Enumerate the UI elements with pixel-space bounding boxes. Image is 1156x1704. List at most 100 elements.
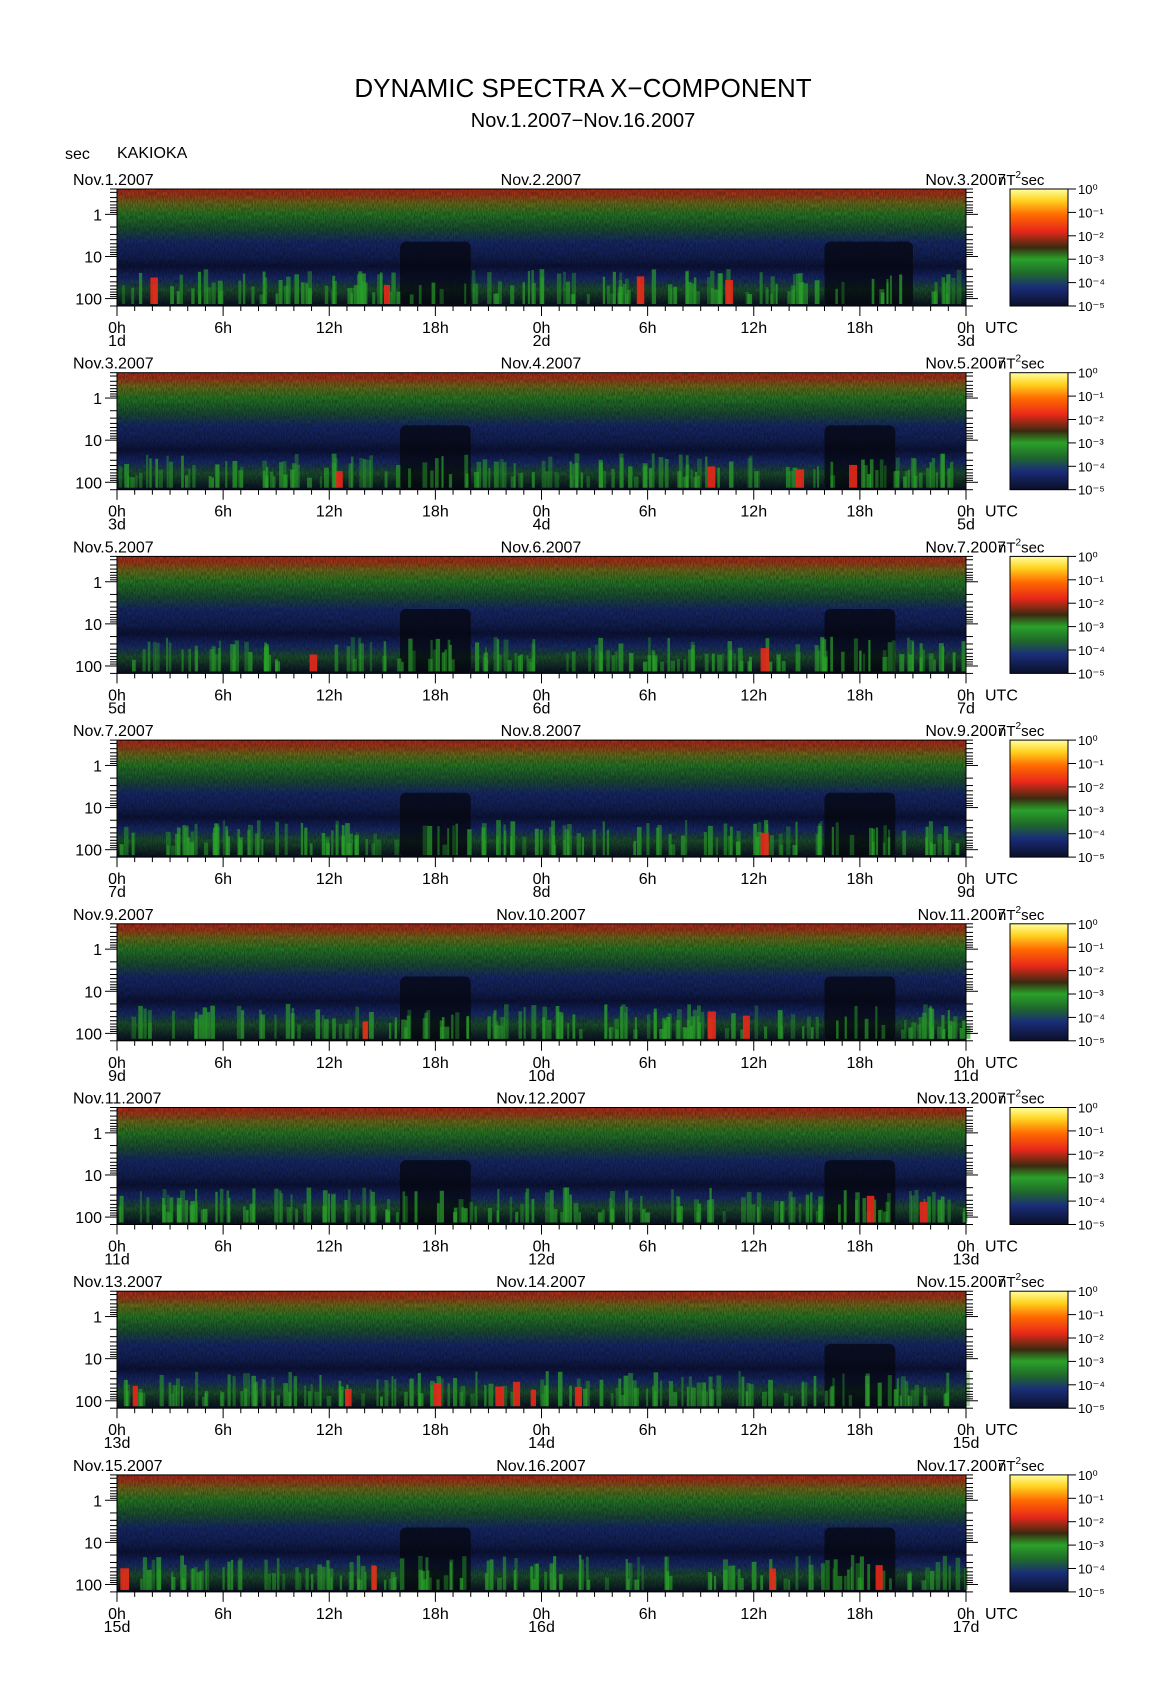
green-streak: [937, 833, 943, 856]
green-streak: [881, 1570, 886, 1590]
y-tick-label: 1: [93, 207, 102, 224]
green-streak: [749, 1384, 754, 1407]
green-streak: [464, 1208, 468, 1223]
green-streak: [585, 1380, 590, 1407]
green-streak: [612, 271, 616, 304]
green-streak: [925, 1567, 930, 1590]
green-streak: [227, 1197, 231, 1223]
green-streak: [718, 288, 722, 304]
green-streak: [808, 1564, 814, 1590]
green-streak: [494, 1025, 500, 1039]
green-streak: [242, 1206, 246, 1223]
green-streak: [877, 1382, 882, 1407]
green-streak: [943, 282, 948, 304]
green-streak: [664, 458, 669, 488]
green-streak: [481, 823, 487, 856]
green-streak: [172, 1385, 177, 1407]
x-tick-label: 18h: [422, 687, 449, 704]
green-streak: [873, 1199, 877, 1223]
colorbar-tick-label: 10⁻³: [1078, 803, 1104, 818]
green-streak: [899, 274, 903, 304]
x-tick-label: 12h: [316, 504, 343, 521]
green-streak: [931, 843, 936, 856]
green-streak: [942, 1555, 947, 1590]
green-streak: [242, 273, 246, 304]
green-streak: [384, 471, 388, 488]
unit-suffix: sec: [1021, 172, 1045, 189]
green-streak: [275, 293, 279, 304]
colorbar-unit-label: nT2sec: [998, 1272, 1045, 1291]
green-streak: [606, 285, 611, 304]
green-streak: [659, 1380, 663, 1407]
colorbar-tick-label: 10⁰: [1078, 366, 1098, 381]
green-streak: [451, 659, 455, 672]
x-tick-label: 12h: [740, 1606, 767, 1623]
green-streak: [660, 661, 665, 672]
green-streak: [292, 463, 296, 488]
green-streak: [240, 1010, 245, 1039]
green-streak: [443, 1575, 449, 1590]
colorbar-tick-label: 10⁻⁵: [1078, 1585, 1105, 1600]
green-streak: [391, 272, 396, 304]
green-streak: [384, 1380, 389, 1407]
green-streak: [322, 1205, 328, 1223]
green-streak: [651, 269, 657, 304]
day-label-start: 13d: [104, 1435, 131, 1452]
green-streak: [929, 462, 932, 488]
green-streak: [545, 1192, 550, 1223]
green-streak: [688, 649, 694, 672]
green-streak: [685, 270, 690, 304]
green-streak: [675, 1020, 681, 1039]
green-streak: [624, 1013, 627, 1039]
green-streak: [615, 1029, 619, 1039]
green-streak: [570, 294, 575, 304]
green-streak: [247, 829, 251, 856]
green-streak: [139, 472, 143, 488]
station-label: KAKIOKA: [117, 145, 188, 162]
green-streak: [247, 1373, 251, 1407]
green-streak: [626, 1562, 631, 1590]
green-streak: [391, 1376, 394, 1407]
colorbar: [1009, 1107, 1069, 1225]
green-streak: [946, 274, 951, 304]
green-streak: [848, 1395, 853, 1407]
green-streak: [633, 1580, 637, 1590]
green-streak: [497, 1577, 502, 1590]
green-streak: [766, 288, 770, 304]
green-streak: [276, 1395, 280, 1407]
green-streak: [628, 653, 634, 672]
green-streak: [540, 1379, 545, 1407]
colorbar-tick-label: 10⁻⁵: [1078, 1034, 1105, 1049]
green-streak: [579, 1028, 583, 1039]
green-streak: [346, 646, 351, 672]
green-streak: [900, 1376, 906, 1407]
green-streak: [931, 291, 936, 304]
green-streak: [528, 658, 532, 672]
green-streak: [119, 1195, 124, 1223]
green-streak: [243, 1373, 248, 1407]
green-streak: [810, 1027, 814, 1039]
green-streak: [911, 1022, 917, 1039]
green-streak: [351, 456, 354, 488]
green-streak: [927, 1196, 931, 1223]
green-streak: [469, 1201, 473, 1223]
colorbar: [1009, 555, 1069, 674]
green-streak: [740, 1578, 744, 1590]
x-tick-label: 6h: [214, 1606, 232, 1623]
red-burst: [795, 469, 805, 488]
green-streak: [815, 1016, 819, 1039]
chart-subtitle: Nov.1.2007−Nov.16.2007: [471, 110, 695, 132]
green-streak: [787, 291, 791, 304]
y-tick-label: 10: [84, 984, 102, 1001]
green-streak: [271, 1390, 274, 1407]
green-streak: [331, 453, 337, 488]
green-streak: [510, 285, 515, 304]
colorbar-tick-label: 10⁻⁵: [1078, 666, 1105, 681]
green-streak: [879, 1209, 883, 1223]
green-streak: [599, 1379, 604, 1407]
green-streak: [875, 470, 879, 488]
green-streak: [518, 1011, 522, 1039]
green-streak: [124, 826, 129, 856]
green-streak: [957, 843, 960, 856]
x-tick-label: 0h: [533, 871, 551, 888]
